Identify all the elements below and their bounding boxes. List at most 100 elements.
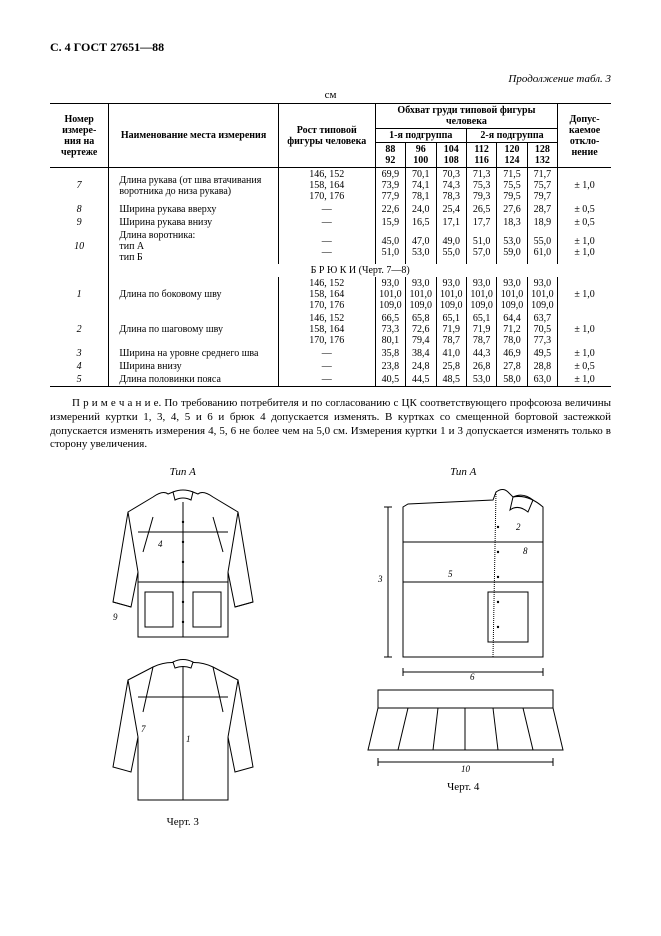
table-cell: 71,575,579,5 <box>497 168 527 204</box>
table-row-num: 3 <box>50 347 109 360</box>
svg-text:3: 3 <box>377 574 383 584</box>
svg-text:8: 8 <box>523 546 528 556</box>
table-cell: 45,051,0 <box>375 229 405 264</box>
table-row-tol: ± 0,5 <box>558 360 611 373</box>
table-row-name: Длина воротника:тип Атип Б <box>109 229 278 264</box>
table-cell: 28,7 <box>527 203 557 216</box>
table-cell: 71,375,379,3 <box>466 168 496 204</box>
svg-text:10: 10 <box>461 764 471 774</box>
table-cell: 64,471,278,0 <box>497 312 527 347</box>
table-row-tol: ± 1,0 <box>558 373 611 387</box>
table-cell: 49,055,0 <box>436 229 466 264</box>
col-number: Номер измере-ния на чертеже <box>50 104 109 168</box>
table-cell: 66,573,380,1 <box>375 312 405 347</box>
col-s88: 8892 <box>375 143 405 168</box>
table-row-tol: ± 0,5 <box>558 216 611 229</box>
note-text: П р и м е ч а н и е. По требованию потре… <box>50 397 611 452</box>
svg-text:5: 5 <box>448 569 453 579</box>
table-row-tol: ± 1,0 <box>558 168 611 204</box>
table-row-name: Длина половинки пояса <box>109 373 278 387</box>
table-cell: 53,0 <box>466 373 496 387</box>
table-row-num: 8 <box>50 203 109 216</box>
col-sub2: 2-я подгруппа <box>466 129 557 143</box>
table-row-num: 1 <box>50 277 109 312</box>
table-row-name: Ширина рукава внизу <box>109 216 278 229</box>
table-row-height: 146, 152158, 164170, 176 <box>278 168 375 204</box>
table-row-name: Ширина внизу <box>109 360 278 373</box>
table-cell: 93,0101,0109,0 <box>466 277 496 312</box>
table-cell: 27,6 <box>497 203 527 216</box>
table-cell: 26,8 <box>466 360 496 373</box>
table-caption: Продолжение табл. 3 <box>50 73 611 85</box>
table-cell: 93,0101,0109,0 <box>497 277 527 312</box>
table-cell: 40,5 <box>375 373 405 387</box>
table-cell: 17,7 <box>466 216 496 229</box>
table-cell: 28,8 <box>527 360 557 373</box>
table-cell: 93,0101,0109,0 <box>375 277 405 312</box>
svg-text:4: 4 <box>158 539 163 549</box>
col-name: Наименование места измерения <box>109 104 278 168</box>
col-tolerance: Допус-каемое откло-нение <box>558 104 611 168</box>
table-cell: 26,5 <box>466 203 496 216</box>
col-s96: 96100 <box>406 143 436 168</box>
fig-title-right: Тип А <box>348 466 578 478</box>
table-row-name: Длина рукава (от шва втачивания воротник… <box>109 168 278 204</box>
table-row-num: 10 <box>50 229 109 264</box>
svg-text:2: 2 <box>516 522 521 532</box>
table-cell: 23,8 <box>375 360 405 373</box>
table-cell: 58,0 <box>497 373 527 387</box>
table-cell: 44,3 <box>466 347 496 360</box>
table-row-tol: ± 1,0 <box>558 312 611 347</box>
table-cell: 25,4 <box>436 203 466 216</box>
col-group-main: Обхват груди типовой фигуры человека <box>375 104 557 129</box>
col-sub1: 1-я подгруппа <box>375 129 466 143</box>
table-row-height: 146, 152158, 164170, 176 <box>278 312 375 347</box>
table-cell: 70,374,378,3 <box>436 168 466 204</box>
jacket-back-icon: 1 7 <box>83 652 283 812</box>
table-cell: 22,6 <box>375 203 405 216</box>
table-cell: 17,1 <box>436 216 466 229</box>
table-row-num: 2 <box>50 312 109 347</box>
table-row-name: Длина по шаговому шву <box>109 312 278 347</box>
table-cell: 44,5 <box>406 373 436 387</box>
table-row-height: — <box>278 203 375 216</box>
waistband-icon: 10 <box>353 682 573 777</box>
table-row-num: 7 <box>50 168 109 204</box>
table-row-height: — <box>278 373 375 387</box>
jacket-front-icon: 4 9 <box>83 482 283 652</box>
col-height: Рост типовой фигуры человека <box>278 104 375 168</box>
table-cell: 46,9 <box>497 347 527 360</box>
table-row-height: — <box>278 216 375 229</box>
table-row-num: 5 <box>50 373 109 387</box>
table-cell: 15,9 <box>375 216 405 229</box>
table-cell: 51,057,0 <box>466 229 496 264</box>
svg-text:9: 9 <box>113 612 118 622</box>
table-row-num: 9 <box>50 216 109 229</box>
table-cell: 63,770,577,3 <box>527 312 557 347</box>
table-cell: 18,3 <box>497 216 527 229</box>
table-row-name: Ширина на уровне среднего шва <box>109 347 278 360</box>
col-s112: 112116 <box>466 143 496 168</box>
table-row-tol: ± 1,0± 1,0 <box>558 229 611 264</box>
col-s120: 120124 <box>497 143 527 168</box>
table-cell: 25,8 <box>436 360 466 373</box>
col-s104: 104108 <box>436 143 466 168</box>
table-row-name: Ширина рукава вверху <box>109 203 278 216</box>
fig-caption-right: Черт. 4 <box>348 781 578 793</box>
table-cell: 53,059,0 <box>497 229 527 264</box>
section-title: Б Р Ю К И (Черт. 7—8) <box>109 264 611 277</box>
jacket-side-icon: 3 5 2 8 6 <box>348 482 578 682</box>
table-row-tol: ± 0,5 <box>558 203 611 216</box>
figure-left: Тип А 4 9 <box>83 466 283 828</box>
unit-label: см <box>50 89 611 101</box>
table-cell: 48,5 <box>436 373 466 387</box>
svg-text:6: 6 <box>470 672 475 682</box>
table-row-height: — <box>278 347 375 360</box>
table-cell: 27,8 <box>497 360 527 373</box>
table-cell: 65,171,978,7 <box>466 312 496 347</box>
table-cell: 24,8 <box>406 360 436 373</box>
fig-title-left: Тип А <box>83 466 283 478</box>
table-row-height: —— <box>278 229 375 264</box>
figure-right: Тип А 3 5 2 8 6 <box>348 466 578 793</box>
table-row-height: — <box>278 360 375 373</box>
